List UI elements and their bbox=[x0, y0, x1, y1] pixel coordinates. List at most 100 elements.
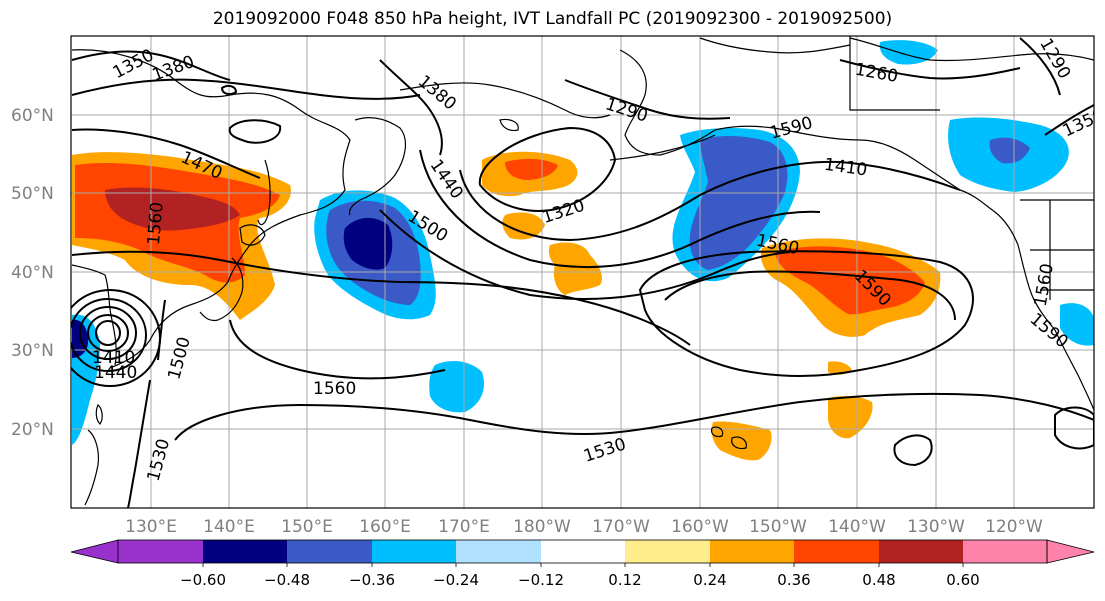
ivt-shade-bc-coast-inner bbox=[989, 137, 1030, 164]
contour-label: 1440 bbox=[94, 363, 137, 383]
lon-label: 180°W bbox=[513, 517, 571, 537]
colorbar-segment bbox=[879, 540, 963, 563]
coast-california bbox=[1054, 329, 1094, 411]
lon-label: 170°W bbox=[592, 517, 650, 537]
lon-label: 120°W bbox=[985, 517, 1043, 537]
contour-1440-ring bbox=[419, 149, 821, 268]
colorbar-segment bbox=[118, 540, 203, 563]
contour-label: 1560 bbox=[144, 201, 168, 246]
coast-hokkaido bbox=[239, 224, 266, 246]
latitude-labels: 60°N 50°N 40°N 30°N 20°N bbox=[11, 106, 54, 440]
longitude-labels: 130°E 140°E 150°E 160°E 170°E 180°W 170°… bbox=[125, 517, 1043, 537]
coast-sakhalin bbox=[257, 159, 271, 226]
coast-bc bbox=[959, 189, 1056, 331]
contour-1290-bering bbox=[564, 79, 731, 120]
lat-label: 30°N bbox=[11, 341, 54, 361]
lon-label: 140°E bbox=[203, 517, 255, 537]
lon-label: 130°W bbox=[907, 517, 965, 537]
lon-label: 160°E bbox=[359, 517, 411, 537]
colorbar-tick-label: 0.36 bbox=[777, 571, 810, 589]
lon-label: 160°W bbox=[671, 517, 729, 537]
coast-alaska-north bbox=[699, 37, 851, 54]
lat-label: 60°N bbox=[11, 106, 54, 126]
lon-label: 150°E bbox=[281, 517, 333, 537]
coast-taiwan bbox=[95, 404, 103, 425]
contour-1500-ring bbox=[379, 209, 791, 300]
coast-asia-korea bbox=[109, 281, 229, 369]
colorbar: −0.60 −0.48 −0.36 −0.24 −0.12 0.12 0.24 … bbox=[70, 539, 1095, 589]
contour-small-ring-2 bbox=[220, 84, 238, 96]
colorbar-tick-label: 0.60 bbox=[946, 571, 979, 589]
colorbar-segment bbox=[963, 540, 1047, 563]
ivt-shade-gulf-ak-inner bbox=[689, 136, 788, 270]
contour-1500-west bbox=[157, 299, 166, 361]
contour-1590-closed bbox=[893, 434, 933, 467]
height-contours bbox=[71, 37, 1094, 508]
lat-label: 40°N bbox=[11, 263, 54, 283]
contour-1410-ring bbox=[459, 160, 961, 242]
contour-typhoon-1 bbox=[95, 320, 122, 346]
map-title: 2019092000 F048 850 hPa height, IVT Land… bbox=[212, 9, 893, 29]
coast-alaska-west bbox=[619, 49, 716, 156]
contour-typhoon-3 bbox=[79, 306, 138, 360]
colorbar-segment bbox=[794, 540, 879, 563]
coast-hawaii bbox=[710, 426, 724, 438]
contour-1380-nw bbox=[71, 78, 421, 100]
contour-1290-ne bbox=[1019, 37, 1061, 96]
contour-1350-ne bbox=[1044, 104, 1094, 136]
coast-bering-island bbox=[499, 118, 519, 132]
lon-label: 140°W bbox=[828, 517, 886, 537]
coast-aleutians bbox=[609, 134, 716, 161]
coast-chukotka bbox=[399, 82, 611, 119]
colorbar-tick-label: −0.24 bbox=[433, 571, 479, 589]
colorbar-tick-label: 0.24 bbox=[693, 571, 726, 589]
colorbar-frame bbox=[117, 539, 1048, 564]
lon-label: 130°E bbox=[125, 517, 177, 537]
colorbar-ticks bbox=[202, 563, 964, 567]
colorbar-segment bbox=[287, 540, 372, 563]
colorbar-tick-label: −0.36 bbox=[349, 571, 395, 589]
state-border-5 bbox=[849, 36, 940, 111]
contour-label: 1560 bbox=[313, 379, 356, 399]
colorbar-tick-label: 0.48 bbox=[862, 571, 895, 589]
coast-japan bbox=[199, 257, 244, 322]
colorbar-segment bbox=[372, 540, 456, 563]
ivt-shade-kuril-core bbox=[343, 217, 393, 270]
colorbar-segment bbox=[710, 540, 794, 563]
colorbar-tick-label: −0.60 bbox=[180, 571, 226, 589]
coast-canada-arctic bbox=[849, 37, 1094, 62]
ivt-shade-ne-pac-inner bbox=[775, 246, 925, 315]
contour-label: 1410 bbox=[92, 348, 135, 368]
contour-1380-north bbox=[379, 59, 443, 156]
coast-kamchatka bbox=[348, 117, 407, 216]
contour-1560-high-ring bbox=[638, 250, 974, 377]
contour-small-ring-1 bbox=[228, 119, 282, 144]
colorbar-extend-high bbox=[1046, 539, 1095, 564]
colorbar-tick-label: −0.12 bbox=[518, 571, 564, 589]
colorbar-tick-label: 0.12 bbox=[608, 571, 641, 589]
ivt-positive-shading bbox=[72, 151, 941, 461]
ivt-shade-small-1 bbox=[828, 361, 852, 375]
contour-1530-west bbox=[127, 379, 151, 508]
ivt-shade-asia-jet-core bbox=[105, 187, 240, 231]
lat-label: 50°N bbox=[11, 184, 54, 204]
lat-label: 20°N bbox=[11, 420, 54, 440]
colorbar-tick-label: −0.48 bbox=[264, 571, 310, 589]
ivt-shade-mid-pac-2 bbox=[548, 242, 602, 295]
contour-1590-closed-2 bbox=[1054, 406, 1094, 450]
ivt-shade-bering-core bbox=[505, 158, 558, 180]
map-frame bbox=[70, 35, 1095, 509]
ivt-shade-mid-pac-1 bbox=[502, 212, 545, 240]
ivt-shade-hawaii-1 bbox=[711, 421, 772, 461]
contour-typhoon-2 bbox=[87, 314, 130, 352]
colorbar-segment bbox=[625, 540, 710, 563]
contour-1350-nw bbox=[71, 50, 231, 81]
contour-1260-arctic bbox=[839, 59, 1021, 80]
colorbar-segment bbox=[541, 540, 625, 563]
coast-philippines bbox=[84, 429, 100, 506]
ivt-shade-baja bbox=[1060, 303, 1094, 346]
contour-1320-low bbox=[478, 126, 617, 212]
contour-typhoon-4 bbox=[71, 298, 148, 372]
contour-1530-south bbox=[174, 392, 1094, 441]
